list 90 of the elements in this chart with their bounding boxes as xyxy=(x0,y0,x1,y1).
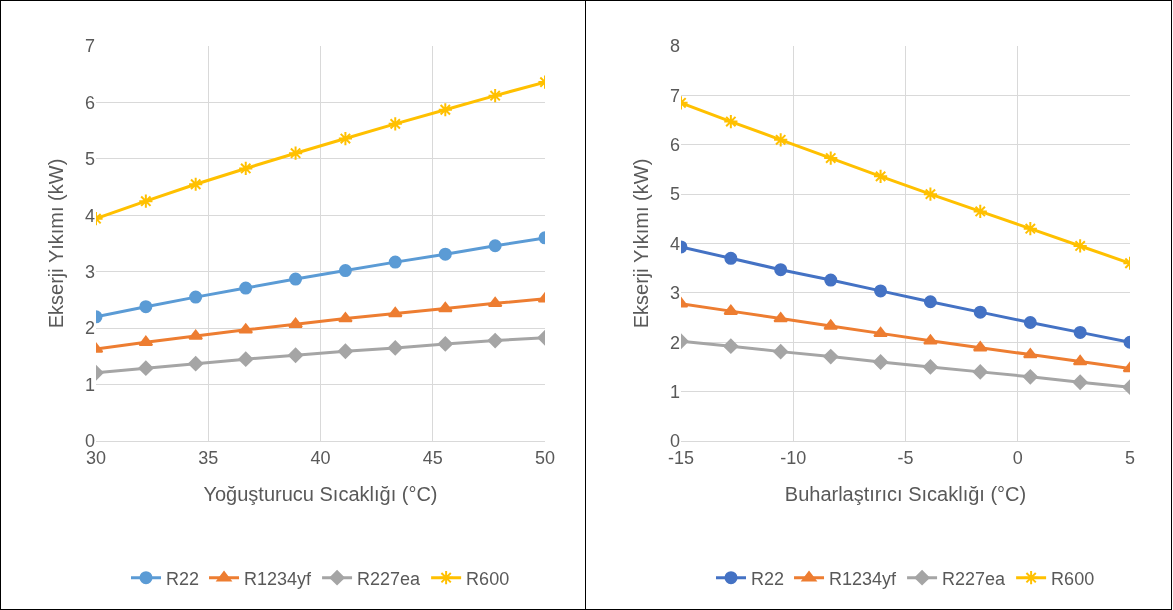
point xyxy=(723,338,739,354)
y-tick-label: 2 xyxy=(84,318,95,339)
point xyxy=(438,247,452,261)
point xyxy=(1072,238,1088,254)
legend-label: R22 xyxy=(751,568,785,589)
point xyxy=(289,272,303,286)
point xyxy=(873,326,888,338)
legend-label: R1234yf xyxy=(829,568,898,589)
legend-label: R22 xyxy=(166,568,200,589)
point xyxy=(1073,325,1087,339)
x-tick-label: 40 xyxy=(310,447,331,468)
point xyxy=(973,305,987,319)
y-tick-label: 4 xyxy=(669,233,680,254)
point xyxy=(338,312,353,323)
point xyxy=(338,264,352,278)
point xyxy=(723,113,739,130)
point xyxy=(388,255,402,269)
y-tick-label: 4 xyxy=(84,205,95,226)
point xyxy=(487,296,503,308)
point xyxy=(824,273,838,287)
point xyxy=(922,359,938,375)
point xyxy=(724,251,738,265)
point xyxy=(437,102,453,118)
point xyxy=(437,336,453,352)
point xyxy=(188,356,204,372)
y-tick-label: 3 xyxy=(669,283,680,304)
point xyxy=(1072,374,1088,390)
x-tick-label: 45 xyxy=(422,447,443,468)
point xyxy=(437,301,453,313)
y-tick-label: 3 xyxy=(84,262,95,283)
point xyxy=(872,168,889,184)
point xyxy=(1022,369,1038,385)
point xyxy=(387,306,403,318)
y-tick-label: 7 xyxy=(669,85,680,106)
legend-label: R600 xyxy=(466,568,510,589)
point xyxy=(774,263,788,277)
x-tick-label: 35 xyxy=(198,447,219,468)
x-tick-label: 0 xyxy=(1012,447,1023,468)
point xyxy=(239,281,253,295)
y-tick-label: 6 xyxy=(84,92,95,113)
legend-label: R600 xyxy=(1051,568,1095,589)
x-axis-title: Yoğuşturucu Sıcaklığı (°C) xyxy=(203,483,438,506)
y-tick-label: 5 xyxy=(669,184,680,205)
point xyxy=(238,351,254,367)
point xyxy=(922,186,939,202)
point xyxy=(387,116,403,132)
point xyxy=(823,349,839,365)
point xyxy=(139,300,153,314)
y-tick-label: 6 xyxy=(669,135,680,156)
point xyxy=(873,354,889,370)
point xyxy=(773,344,789,360)
point xyxy=(238,160,254,177)
y-tick-label: 1 xyxy=(669,381,680,402)
y-tick-label: 2 xyxy=(669,332,680,353)
y-tick-label: 1 xyxy=(84,374,95,395)
point xyxy=(288,317,303,328)
y-axis-title: Ekserji Yıkımı (kW) xyxy=(630,158,653,329)
point xyxy=(773,132,789,148)
point xyxy=(823,150,839,166)
point xyxy=(189,290,203,304)
x-tick-label: 50 xyxy=(534,447,556,468)
point xyxy=(188,176,204,192)
point xyxy=(874,284,888,298)
y-axis-title: Ekserji Yıkımı (kW) xyxy=(45,158,68,329)
x-tick-label: -5 xyxy=(897,447,914,468)
y-tick-label: 5 xyxy=(84,149,95,170)
x-tick-label: -10 xyxy=(780,447,807,468)
point xyxy=(488,239,502,253)
point xyxy=(288,347,304,363)
point xyxy=(287,145,304,161)
point xyxy=(1023,316,1037,329)
point xyxy=(923,295,937,309)
point xyxy=(337,130,354,147)
point xyxy=(138,360,154,376)
point xyxy=(138,193,154,209)
y-tick-label: 8 xyxy=(669,36,680,57)
point xyxy=(487,333,503,349)
legend-label: R227ea xyxy=(942,568,1007,589)
point xyxy=(972,364,988,380)
legend-label: R1234yf xyxy=(244,568,313,589)
point xyxy=(972,203,988,220)
y-tick-label: 7 xyxy=(84,36,95,57)
point xyxy=(923,334,938,345)
x-axis-title: Buharlaştırıcı Sıcaklığı (°C) xyxy=(784,483,1027,506)
point xyxy=(337,343,353,359)
point xyxy=(487,88,503,104)
x-tick-label: 5 xyxy=(1124,447,1136,468)
point xyxy=(1022,221,1038,237)
point xyxy=(387,340,403,356)
legend-label: R227ea xyxy=(357,568,422,589)
